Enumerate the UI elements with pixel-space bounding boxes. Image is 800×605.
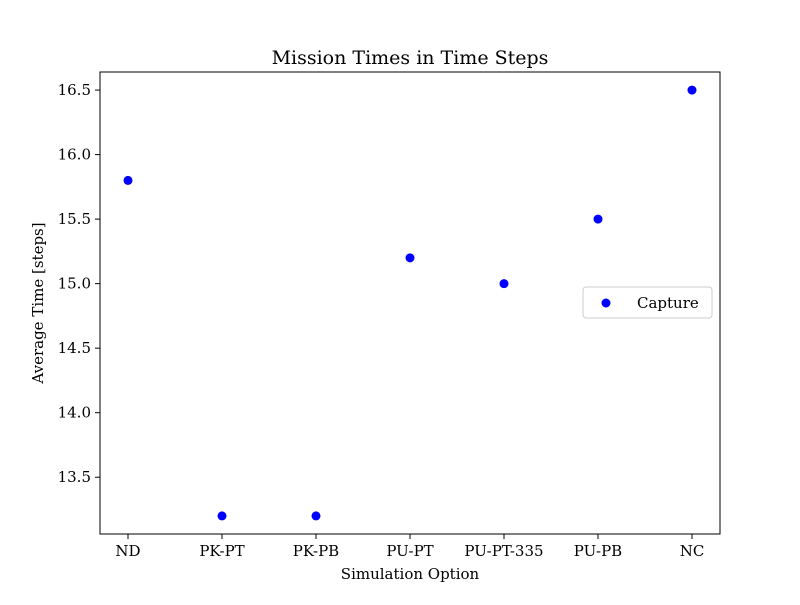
legend-label: Capture	[637, 294, 699, 312]
data-point	[499, 279, 509, 289]
x-tick-label: PK-PB	[293, 542, 339, 560]
y-tick-label: 16.5	[58, 81, 91, 99]
x-tick-label: PU-PB	[574, 542, 622, 560]
chart-title: Mission Times in Time Steps	[272, 47, 549, 69]
data-point	[687, 85, 697, 95]
data-point	[593, 214, 603, 224]
x-tick-label: PU-PT	[386, 542, 433, 560]
y-tick-label: 15.5	[58, 210, 91, 228]
y-tick-label: 16.0	[58, 146, 91, 164]
x-axis-label: Simulation Option	[341, 565, 480, 583]
y-axis: 13.5 14.0 14.5 15.0 15.5 16.0 16.5	[58, 81, 100, 486]
x-tick-label: ND	[115, 542, 140, 560]
x-tick-label: NC	[680, 542, 705, 560]
y-axis-label: Average Time [steps]	[29, 222, 47, 384]
data-point	[123, 175, 133, 185]
x-tick-label: PK-PT	[199, 542, 244, 560]
x-tick-label: PU-PT-335	[464, 542, 543, 560]
data-point	[405, 253, 415, 263]
legend-box	[582, 286, 713, 319]
data-point	[217, 511, 227, 521]
legend: Capture	[582, 286, 713, 319]
data-points	[123, 85, 697, 521]
y-tick-label: 15.0	[58, 275, 91, 293]
y-tick-label: 14.5	[58, 339, 91, 357]
data-point	[311, 511, 321, 521]
x-axis: ND PK-PT PK-PB PU-PT PU-PT-335 PU-PB NC	[115, 534, 704, 560]
y-tick-label: 14.0	[58, 404, 91, 422]
legend-marker	[601, 298, 611, 308]
y-tick-label: 13.5	[58, 468, 91, 486]
